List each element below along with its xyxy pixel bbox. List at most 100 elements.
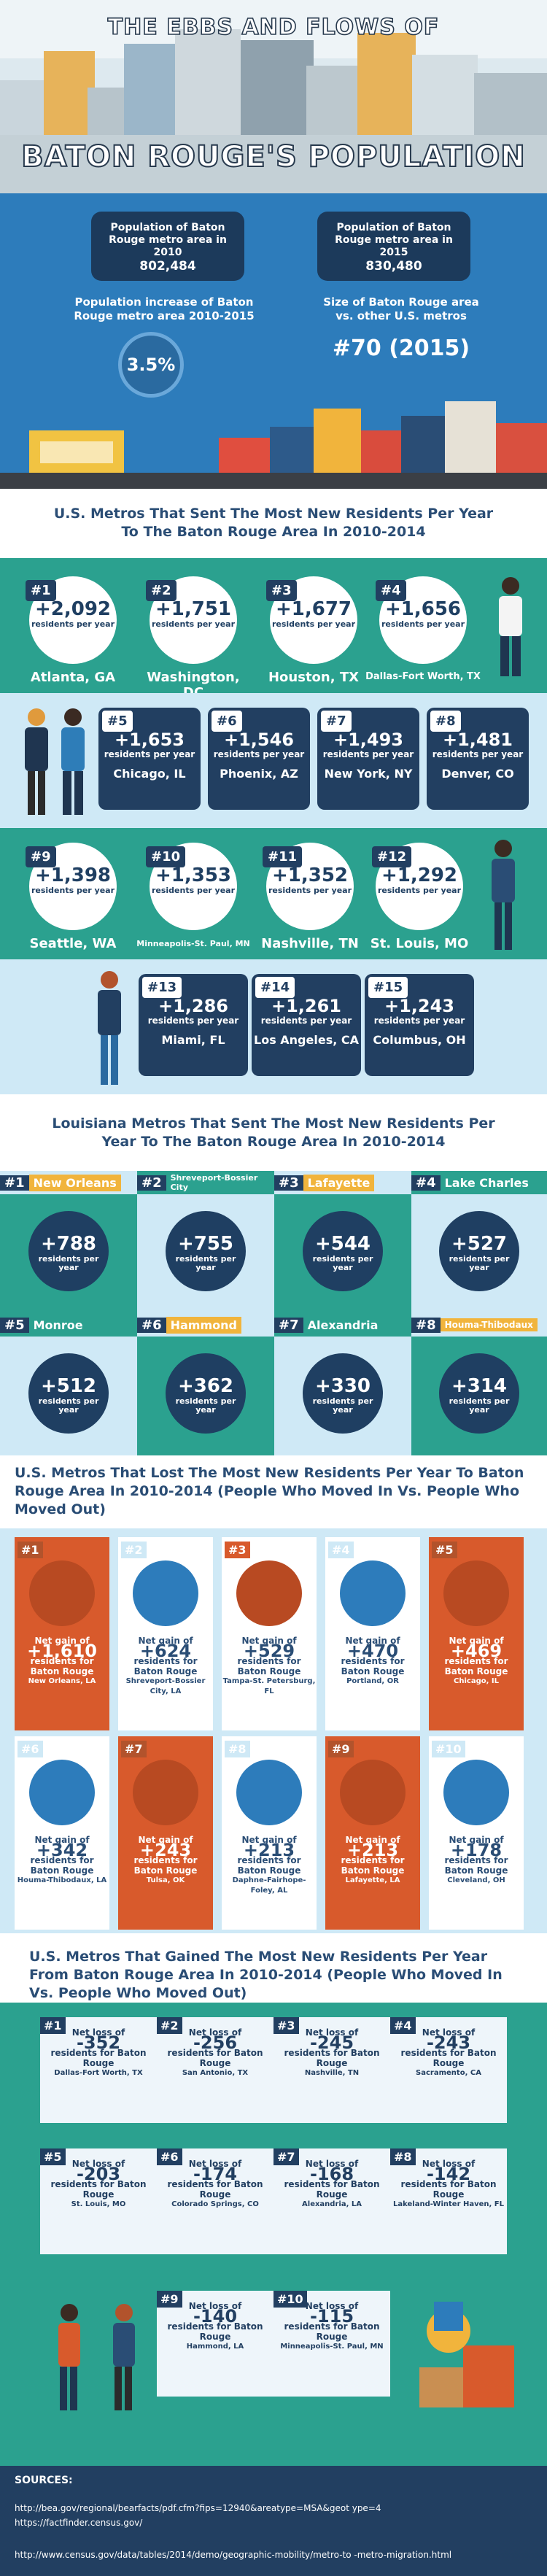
gained-item-10: #10 Net loss of -115 residents for Baton R… bbox=[274, 2291, 390, 2397]
sent-row-4: +1,286 residents per year Miami, FL #13 +… bbox=[0, 959, 547, 1094]
moving-boxes-illustration bbox=[419, 2302, 514, 2407]
person-illustration bbox=[499, 577, 522, 676]
sent-city: Atlanta, GA bbox=[30, 670, 116, 685]
sent-city: Houston, TX bbox=[268, 670, 359, 685]
rank-badge: #3 bbox=[266, 580, 297, 601]
sent-title: U.S. Metros That Sent The Most New Resid… bbox=[53, 506, 494, 540]
gained-item-6: #6 Net loss of -174 residents for Baton Ro… bbox=[157, 2148, 274, 2254]
sent-item-12: +1,292 residents per year #12 St. Louis, … bbox=[365, 843, 474, 959]
woman-illustration bbox=[492, 840, 515, 950]
rank-badge: #7 bbox=[321, 711, 352, 732]
lost-item-10: #10 Net gain of +178 residents for Baton R… bbox=[429, 1736, 524, 1930]
stat-2015-value: 830,480 bbox=[365, 259, 422, 274]
source-line-1[interactable]: http://bea.gov/regional/bearfacts/pdf.cf… bbox=[15, 2503, 381, 2513]
la-item-1: #1 New Orleans +788 residents per year bbox=[0, 1171, 137, 1313]
gained-item-9: #9 Net loss of -140 residents for Baton Ro… bbox=[157, 2291, 274, 2397]
lost-item-5: #5 Net gain of +469 residents for Baton Ro… bbox=[429, 1537, 524, 1730]
sources-title: SOURCES: bbox=[15, 2475, 73, 2486]
lost-item-2: #2 Net gain of +624 residents for Baton Ro… bbox=[118, 1537, 213, 1730]
la-item-6: #6 Hammond +362 residents per year bbox=[137, 1313, 274, 1455]
gained-grid: #1 Net loss of -352 residents for Baton Ro… bbox=[0, 2003, 547, 2466]
rank-badge: #12 bbox=[372, 846, 412, 867]
lost-item-7: #7 Net gain of +243 residents for Baton Ro… bbox=[118, 1736, 213, 1930]
stat-2010-value: 802,484 bbox=[139, 259, 196, 274]
la-item-3: #3 Lafayette +544 residents per year bbox=[274, 1171, 411, 1313]
sent-item-7: +1,493 residents per year New York, NY bbox=[317, 708, 419, 810]
sent-row-1: +2,092 residents per year #1 Atlanta, GA … bbox=[0, 558, 547, 700]
source-line-2[interactable]: https://factfinder.census.gov/ bbox=[15, 2518, 143, 2528]
rank-badge: #6 bbox=[212, 711, 242, 732]
man-illustration bbox=[98, 971, 121, 1085]
sent-item-1: +2,092 residents per year #1 Atlanta, GA bbox=[18, 576, 128, 693]
title-line-1: THE EBBS AND FLOWS OF bbox=[107, 14, 440, 41]
sent-city: Columbus, OH bbox=[373, 1033, 466, 1047]
sent-city: Minneapolis-St. Paul, MN bbox=[136, 939, 250, 948]
sent-city: St. Louis, MO bbox=[370, 936, 469, 951]
lost-grid: #1 Net gain of +1,610 residents for Baton … bbox=[0, 1528, 547, 1933]
rank-badge: #14 bbox=[255, 977, 295, 998]
rank-badge: #8 bbox=[430, 711, 461, 732]
stat-2010-label: Population of Baton Rouge metro area in … bbox=[109, 222, 227, 258]
sent-city: Phoenix, AZ bbox=[220, 767, 298, 781]
sent-item-3: +1,677 residents per year #3 Houston, TX bbox=[259, 576, 368, 693]
rank-badge: #2 bbox=[146, 580, 176, 601]
la-item-4: #4 Lake Charles +527 residents per year bbox=[411, 1171, 547, 1313]
rank-badge: #10 bbox=[146, 846, 186, 867]
sent-row-2: +1,653 residents per year Chicago, IL #5 … bbox=[0, 693, 547, 828]
sent-city: Miami, FL bbox=[161, 1033, 225, 1047]
lost-item-3: #3 Net gain of +529 residents for Baton Ro… bbox=[222, 1537, 317, 1730]
gained-item-3: #3 Net loss of -245 residents for Baton Ro… bbox=[274, 2017, 390, 2123]
size-value: #70 (2015) bbox=[332, 336, 470, 361]
sent-city: Seattle, WA bbox=[29, 936, 117, 951]
la-title-band: Louisiana Metros That Sent The Most New … bbox=[0, 1094, 547, 1171]
increase-value-circle: 3.5% bbox=[118, 332, 184, 398]
header: THE EBBS AND FLOWS OF BATON ROUGE'S POPU… bbox=[0, 0, 547, 193]
la-item-2: #2 Shreveport-Bossier City +755 residents … bbox=[137, 1171, 274, 1313]
stat-2015-box: Population of Baton Rouge metro area in … bbox=[317, 212, 470, 281]
source-line-3[interactable]: http://www.census.gov/data/tables/2014/d… bbox=[15, 2550, 452, 2560]
title-line-2: BATON ROUGE'S POPULATION bbox=[20, 139, 526, 174]
gained-title-band: U.S. Metros That Gained The Most New Res… bbox=[0, 1933, 547, 2003]
lost-title: U.S. Metros That Lost The Most New Resid… bbox=[15, 1465, 524, 1517]
gained-item-1: #1 Net loss of -352 residents for Baton Ro… bbox=[40, 2017, 157, 2123]
sent-city: Los Angeles, CA bbox=[254, 1033, 359, 1047]
rank-badge: #4 bbox=[376, 580, 406, 601]
lost-title-band: U.S. Metros That Lost The Most New Resid… bbox=[0, 1455, 547, 1528]
la-item-5: #5 Monroe +512 residents per year bbox=[0, 1313, 137, 1455]
sent-item-9: +1,398 residents per year #9 Seattle, WA bbox=[18, 843, 128, 959]
lost-item-6: #6 Net gain of +342 residents for Baton Ro… bbox=[15, 1736, 109, 1930]
rank-badge: #1 bbox=[26, 580, 56, 601]
gained-item-5: #5 Net loss of -203 residents for Baton Ro… bbox=[40, 2148, 157, 2254]
la-grid: #1 New Orleans +788 residents per year #2 S… bbox=[0, 1171, 547, 1455]
la-item-7: #7 Alexandria +330 residents per year bbox=[274, 1313, 411, 1455]
sent-city: New York, NY bbox=[324, 767, 413, 781]
sent-item-11: +1,352 residents per year #11 Nashville, … bbox=[255, 843, 365, 959]
la-title: Louisiana Metros That Sent The Most New … bbox=[52, 1115, 495, 1150]
rank-badge: #11 bbox=[263, 846, 303, 867]
gained-title: U.S. Metros That Gained The Most New Res… bbox=[29, 1949, 503, 2001]
rank-badge: #13 bbox=[142, 977, 182, 998]
rank-badge: #5 bbox=[102, 711, 133, 732]
gained-item-2: #2 Net loss of -256 residents for Baton Ro… bbox=[157, 2017, 274, 2123]
la-item-8: #8 Houma-Thibodaux +314 residents per year bbox=[411, 1313, 547, 1455]
lost-item-1: #1 Net gain of +1,610 residents for Baton … bbox=[15, 1537, 109, 1730]
sent-item-2: +1,751 residents per year #2 Washington, … bbox=[139, 576, 248, 700]
sent-city: Denver, CO bbox=[441, 767, 514, 781]
gained-item-4: #4 Net loss of -243 residents for Baton Ro… bbox=[390, 2017, 507, 2123]
sent-city: Chicago, IL bbox=[113, 767, 186, 781]
couple-illustration bbox=[25, 708, 85, 815]
sent-row-3: +1,398 residents per year #9 Seattle, WA … bbox=[0, 828, 547, 959]
sent-item-8: +1,481 residents per year Denver, CO bbox=[427, 708, 529, 810]
lost-item-9: #9 Net gain of +213 residents for Baton Ro… bbox=[325, 1736, 420, 1930]
lost-item-4: #4 Net gain of +470 residents for Baton Ro… bbox=[325, 1537, 420, 1730]
lost-item-8: #8 Net gain of +213 residents for Baton Ro… bbox=[222, 1736, 317, 1930]
stat-2015-label: Population of Baton Rouge metro area in … bbox=[335, 222, 453, 258]
sources-section: SOURCES: http://bea.gov/regional/bearfac… bbox=[0, 2466, 547, 2576]
skyline-illustration bbox=[0, 29, 547, 193]
stat-2010-box: Population of Baton Rouge metro area in … bbox=[91, 212, 244, 281]
sent-item-4: +1,656 residents per year #4 Dallas-Fort … bbox=[365, 576, 481, 693]
gained-item-8: #8 Net loss of -142 residents for Baton Ro… bbox=[390, 2148, 507, 2254]
sent-city: Nashville, TN bbox=[261, 936, 359, 951]
houses-illustration bbox=[0, 401, 547, 489]
handshake-illustration bbox=[58, 2304, 135, 2410]
